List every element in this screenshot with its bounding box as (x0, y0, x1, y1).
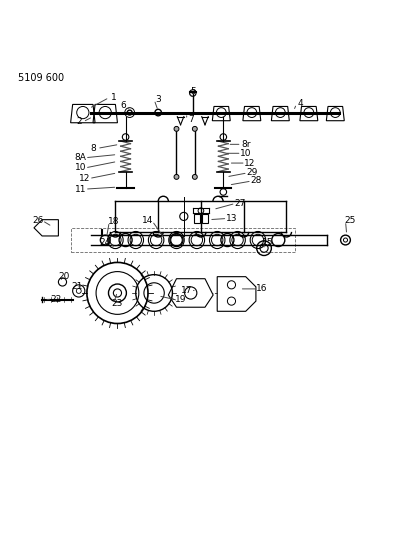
Bar (70, 228, 294, 252)
Text: 16: 16 (256, 285, 267, 293)
Text: 14: 14 (142, 216, 153, 225)
Text: 10: 10 (239, 149, 251, 158)
Text: 28: 28 (249, 176, 261, 185)
Text: 2: 2 (76, 117, 81, 126)
Text: 3: 3 (155, 95, 161, 104)
Text: 10: 10 (75, 164, 86, 173)
Text: 5109 600: 5109 600 (18, 73, 64, 83)
Text: 7: 7 (187, 116, 193, 124)
Text: 8r: 8r (240, 140, 250, 149)
Bar (193, 214, 200, 223)
Text: 11: 11 (75, 184, 86, 193)
Text: 21: 21 (71, 282, 82, 292)
Text: 13: 13 (225, 214, 237, 223)
Circle shape (174, 126, 178, 131)
Text: 8A: 8A (75, 154, 87, 162)
Text: 1: 1 (110, 93, 116, 102)
Text: 12: 12 (79, 174, 90, 183)
Text: 18: 18 (107, 217, 119, 226)
Text: 29: 29 (245, 168, 257, 177)
Circle shape (192, 126, 197, 131)
Text: 23: 23 (112, 300, 123, 309)
Text: 26: 26 (32, 216, 44, 225)
Bar (201, 214, 208, 223)
Text: 8: 8 (90, 144, 96, 153)
Text: 12: 12 (243, 158, 255, 167)
Text: 25: 25 (343, 216, 354, 225)
Text: 27: 27 (234, 199, 245, 208)
Text: 15: 15 (262, 238, 273, 247)
Text: 19: 19 (174, 295, 186, 304)
Circle shape (174, 174, 178, 179)
Text: 24: 24 (99, 238, 110, 247)
Text: 4: 4 (297, 99, 303, 108)
Text: 22: 22 (51, 295, 62, 304)
Text: 6: 6 (120, 101, 126, 110)
Circle shape (192, 174, 197, 179)
Text: 17: 17 (180, 286, 192, 295)
Text: 20: 20 (58, 272, 70, 281)
Text: 5: 5 (189, 87, 195, 96)
